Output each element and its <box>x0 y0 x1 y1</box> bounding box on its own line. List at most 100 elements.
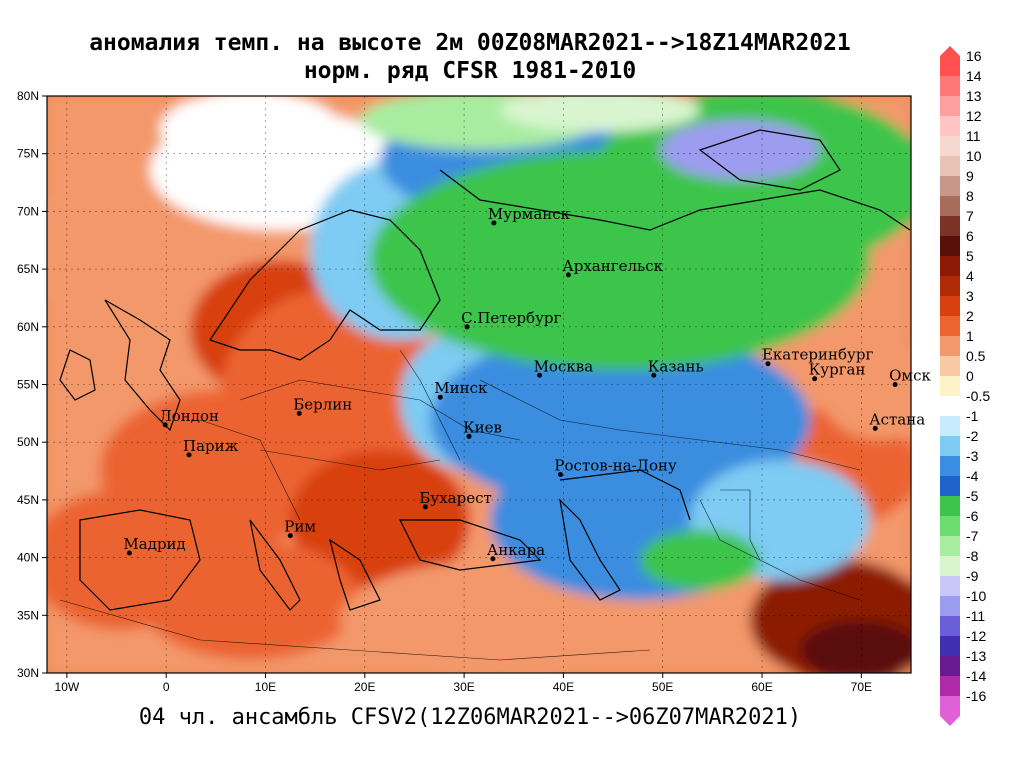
city-marker <box>872 425 878 431</box>
coastlines <box>59 129 911 611</box>
colorbar-swatch <box>940 196 960 217</box>
colorbar-swatch <box>940 56 960 77</box>
colorbar-swatch <box>940 356 960 377</box>
city-marker <box>422 504 428 510</box>
lat-tick-label: 35N <box>17 608 39 622</box>
city-marker <box>812 376 818 382</box>
colorbar-swatch <box>940 416 960 437</box>
city-marker <box>437 394 443 400</box>
country-borders <box>59 349 861 661</box>
colorbar-swatch <box>940 576 960 597</box>
city-label: Лондон <box>159 407 219 425</box>
city-label: Мурманск <box>488 205 571 223</box>
lon-tick-label: 30E <box>453 680 474 694</box>
colorbar-label: -2 <box>966 428 979 444</box>
lon-tick-label: 70E <box>851 680 872 694</box>
city-label: Архангельск <box>562 257 663 275</box>
colorbar-swatch <box>940 116 960 137</box>
colorbar-label: -14 <box>966 668 986 684</box>
colorbar-label: 13 <box>966 88 982 104</box>
colorbar-label: -11 <box>966 608 985 624</box>
city-label: Рим <box>284 518 316 536</box>
colorbar-label: 16 <box>966 48 982 64</box>
city-labels: Мурманск Архангельск С.Петербург Москва Каза… <box>123 205 931 562</box>
colorbar-label: -3 <box>966 448 979 464</box>
city-marker <box>126 550 132 556</box>
ensemble-footer: 04 чл. ансамбль CFSV2(12Z06MAR2021-->06Z… <box>138 705 802 730</box>
city-label: Анкара <box>487 541 545 559</box>
colorbar-label: 6 <box>966 228 974 244</box>
colorbar-swatch <box>940 136 960 157</box>
city-label: Москва <box>534 357 594 375</box>
city-marker <box>162 422 168 428</box>
colorbar-swatch <box>940 556 960 577</box>
colorbar-swatch <box>940 276 960 297</box>
colorbar-label: -4 <box>966 468 979 484</box>
city-label: Берлин <box>293 395 352 413</box>
colorbar-label: -8 <box>966 548 979 564</box>
colorbar-swatch <box>940 336 960 357</box>
city-label: Париж <box>183 437 239 455</box>
city-marker <box>557 472 563 478</box>
city-label: Киев <box>463 418 502 436</box>
colorbar-swatch <box>940 316 960 337</box>
lat-tick-label: 50N <box>17 435 39 449</box>
colorbar-label: 3 <box>966 288 974 304</box>
colorbar-swatch <box>940 696 960 717</box>
colorbar-label: 9 <box>966 168 974 184</box>
colorbar-label: 11 <box>966 128 981 144</box>
lon-tick-label: 40E <box>553 680 574 694</box>
colorbar-bottom-arrow <box>940 716 960 726</box>
city-marker <box>186 452 192 458</box>
colorbar-swatch <box>940 476 960 497</box>
city-label: Бухарест <box>419 489 491 507</box>
colorbar-top-arrow <box>940 46 960 56</box>
anomaly-field <box>47 96 911 673</box>
axis-ticks: 80N 75N 70N 65N 60N 55N 50N 45N 40N 35N 30N 10W 0 10E… <box>17 89 872 694</box>
colorbar-swatch <box>940 536 960 557</box>
colorbar-swatch <box>940 516 960 537</box>
colorbar-swatch <box>940 76 960 97</box>
lat-tick-label: 60N <box>17 320 39 334</box>
lat-tick-label: 70N <box>17 204 39 218</box>
colorbar-swatch <box>940 376 960 397</box>
colorbar-label: 1 <box>966 328 974 344</box>
city-marker <box>892 382 898 387</box>
colorbar-swatch <box>940 636 960 657</box>
lat-tick-label: 55N <box>17 378 39 392</box>
colorbar-label: 0 <box>966 368 974 384</box>
lat-lon-grid <box>47 96 911 673</box>
colorbar-label: -12 <box>966 628 986 644</box>
colorbar-label: 12 <box>966 108 982 124</box>
colorbar-swatch <box>940 256 960 277</box>
city-marker <box>464 324 470 330</box>
colorbar-swatch <box>940 596 960 617</box>
city-label: Екатеринбург <box>762 346 873 364</box>
city-label: Казань <box>648 357 704 375</box>
colorbar-label: -6 <box>966 508 979 524</box>
map-subtitle: норм. ряд CFSR 1981-2010 <box>303 58 637 84</box>
colorbar-label: -1 <box>966 408 979 424</box>
colorbar-label: -16 <box>966 688 986 704</box>
colorbar-label: -13 <box>966 648 986 664</box>
colorbar-label: 8 <box>966 188 974 204</box>
colorbar-swatch <box>940 236 960 257</box>
city-marker <box>537 372 543 378</box>
city-marker <box>490 556 496 562</box>
colorbar-swatch <box>940 96 960 117</box>
colorbar-label: 4 <box>966 268 974 284</box>
lat-tick-label: 30N <box>17 666 39 680</box>
colorbar-legend: 16 14 13 12 11 10 9 8 7 6 5 4 3 2 1 0.5 0 -0.5 -1 -2 -3 -4 -5 -… <box>940 46 990 726</box>
colorbar-swatch <box>940 296 960 317</box>
city-label: Омск <box>889 367 931 385</box>
colorbar-label: 14 <box>966 68 982 84</box>
colorbar-label: -7 <box>966 528 979 544</box>
colorbar-swatch <box>940 436 960 457</box>
lon-tick-label: 50E <box>652 680 673 694</box>
city-marker <box>491 220 497 226</box>
colorbar-label: -10 <box>966 588 986 604</box>
lat-tick-label: 65N <box>17 262 39 276</box>
map-title: аномалия темп. на высоте 2м 00Z08MAR2021… <box>89 30 851 56</box>
city-marker <box>287 533 293 539</box>
colorbar-label: 10 <box>966 148 982 164</box>
